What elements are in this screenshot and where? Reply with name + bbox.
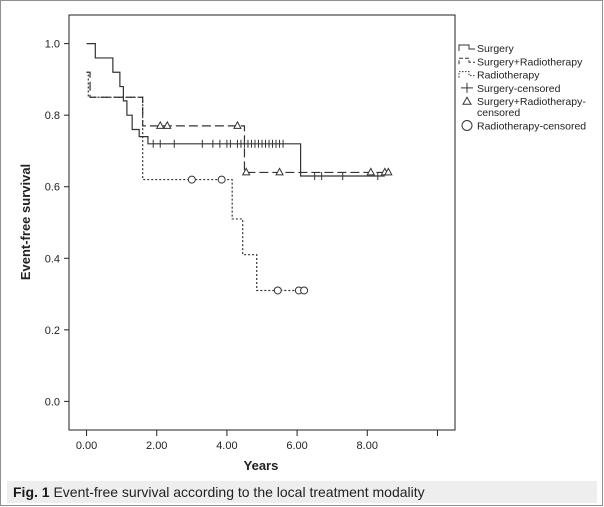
censor-circle	[300, 286, 309, 295]
censor-triangle	[233, 120, 242, 129]
legend-label-line: Surgery+Radiotherapy	[477, 56, 583, 68]
censor-triangle	[383, 167, 393, 176]
censor-triangle	[275, 167, 284, 176]
legend-label-line: Surgery-censored	[477, 83, 561, 95]
y-axis-label: Event-free survival	[18, 164, 33, 280]
series-dashed	[86, 71, 393, 176]
caption-label: Fig. 1	[13, 484, 50, 500]
series-layer	[86, 43, 393, 295]
legend-label: Radiotherapy	[477, 70, 540, 82]
figure-caption: Fig. 1 Event-free survival according to …	[7, 481, 597, 503]
y-tick-label: 0.4	[45, 253, 60, 265]
legend-label-line: Radiotherapy-censored	[477, 121, 586, 133]
y-tick-label: 0.8	[45, 110, 60, 122]
km-plot: 0.00.20.40.60.81.0 0.00 2.00 4.00 6.00 8.00 …	[18, 14, 586, 473]
legend-line-icon	[458, 71, 475, 78]
series-line	[86, 71, 308, 292]
y-axis: 0.0 0.2 0.4 0.6 0.8 1.0	[45, 39, 69, 408]
legend-line-icon	[458, 57, 475, 65]
censor-triangle	[155, 120, 165, 129]
legend-triangle-icon	[462, 96, 472, 105]
series-dotted	[86, 71, 309, 295]
legend-label-line: Surgery	[477, 43, 515, 55]
series-solid	[86, 43, 385, 180]
x-tick-label: 8.00	[357, 440, 378, 452]
legend-circle-icon	[461, 120, 473, 131]
legend-label: Radiotherapy-censored	[477, 121, 586, 133]
plot-area	[68, 14, 456, 431]
censor-circle	[273, 286, 282, 295]
series-line	[86, 43, 385, 177]
y-tick-label: 1.0	[45, 39, 60, 51]
x-tick-label: 6.00	[286, 440, 307, 452]
legend-label-line: Surgery+Radiotherapy-	[477, 96, 586, 108]
legend-label-line: Radiotherapy	[477, 70, 540, 82]
censor-triangle	[162, 120, 172, 129]
legend-label: Surgery	[477, 43, 515, 55]
legend-label: Surgery+Radiotherapy-censored	[477, 96, 586, 119]
legend: SurgerySurgery+RadiotherapyRadiotherapyS…	[458, 43, 586, 133]
x-axis: 0.00 2.00 4.00 6.00 8.00	[76, 430, 438, 452]
censor-triangle	[366, 167, 376, 176]
series-line	[86, 71, 389, 174]
x-tick-label: 2.00	[146, 440, 167, 452]
x-tick-label: 4.00	[216, 440, 237, 452]
caption-text: Event-free survival according to the loc…	[49, 484, 425, 500]
censor-triangle	[241, 167, 251, 176]
legend-label-line: censored	[477, 107, 520, 119]
y-tick-label: 0.0	[45, 396, 60, 408]
y-tick-label: 0.6	[45, 182, 60, 194]
legend-line-icon	[458, 44, 475, 51]
legend-label: Surgery+Radiotherapy	[477, 56, 583, 68]
x-axis-label: Years	[244, 458, 279, 473]
censor-circle	[217, 175, 226, 184]
censor-circle	[187, 175, 196, 184]
legend-label: Surgery-censored	[477, 83, 561, 95]
x-tick-label: 0.00	[76, 440, 97, 452]
y-tick-label: 0.2	[45, 325, 60, 337]
